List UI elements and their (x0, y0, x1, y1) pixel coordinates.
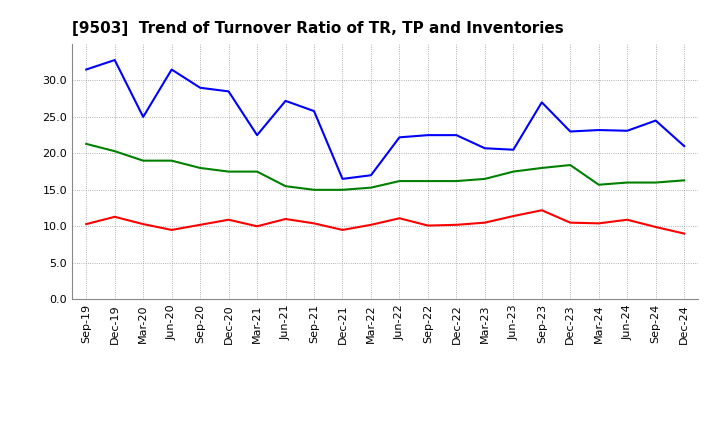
Inventories (423, 179, 432, 184)
Inventories (595, 182, 603, 187)
Trade Receivables (253, 224, 261, 229)
Trade Receivables (537, 208, 546, 213)
Inventories (480, 176, 489, 182)
Line: Trade Payables: Trade Payables (86, 60, 684, 179)
Trade Receivables (338, 227, 347, 233)
Trade Payables (395, 135, 404, 140)
Trade Receivables (452, 222, 461, 227)
Trade Receivables (139, 221, 148, 227)
Trade Payables (366, 172, 375, 178)
Inventories (282, 183, 290, 189)
Inventories (196, 165, 204, 171)
Trade Receivables (310, 221, 318, 226)
Trade Payables (652, 118, 660, 123)
Inventories (452, 179, 461, 184)
Trade Payables (452, 132, 461, 138)
Trade Payables (282, 98, 290, 103)
Inventories (167, 158, 176, 163)
Trade Payables (595, 128, 603, 133)
Trade Receivables (225, 217, 233, 222)
Trade Payables (566, 129, 575, 134)
Line: Trade Receivables: Trade Receivables (86, 210, 684, 234)
Trade Receivables (282, 216, 290, 222)
Text: [9503]  Trend of Turnover Ratio of TR, TP and Inventories: [9503] Trend of Turnover Ratio of TR, TP… (72, 21, 564, 36)
Inventories (623, 180, 631, 185)
Trade Receivables (595, 221, 603, 226)
Trade Payables (423, 132, 432, 138)
Trade Receivables (82, 221, 91, 227)
Trade Payables (139, 114, 148, 120)
Trade Payables (623, 128, 631, 133)
Inventories (139, 158, 148, 163)
Trade Receivables (509, 213, 518, 219)
Trade Receivables (167, 227, 176, 233)
Inventories (537, 165, 546, 171)
Trade Payables (680, 143, 688, 149)
Inventories (680, 178, 688, 183)
Trade Receivables (480, 220, 489, 225)
Inventories (395, 179, 404, 184)
Trade Payables (167, 67, 176, 72)
Trade Payables (310, 108, 318, 114)
Trade Payables (225, 89, 233, 94)
Inventories (225, 169, 233, 174)
Trade Receivables (366, 222, 375, 227)
Inventories (253, 169, 261, 174)
Trade Receivables (395, 216, 404, 221)
Inventories (566, 162, 575, 168)
Trade Payables (338, 176, 347, 182)
Trade Receivables (110, 214, 119, 220)
Line: Inventories: Inventories (86, 144, 684, 190)
Trade Payables (253, 132, 261, 138)
Trade Payables (196, 85, 204, 90)
Trade Receivables (652, 224, 660, 230)
Trade Receivables (680, 231, 688, 236)
Inventories (652, 180, 660, 185)
Inventories (366, 185, 375, 190)
Trade Payables (537, 100, 546, 105)
Trade Receivables (566, 220, 575, 225)
Trade Receivables (623, 217, 631, 222)
Legend: Trade Receivables, Trade Payables, Inventories: Trade Receivables, Trade Payables, Inven… (164, 438, 606, 440)
Trade Receivables (423, 223, 432, 228)
Inventories (110, 149, 119, 154)
Trade Payables (82, 67, 91, 72)
Trade Payables (480, 146, 489, 151)
Trade Receivables (196, 222, 204, 227)
Inventories (338, 187, 347, 192)
Inventories (82, 141, 91, 147)
Trade Payables (509, 147, 518, 152)
Inventories (509, 169, 518, 174)
Trade Payables (110, 57, 119, 62)
Inventories (310, 187, 318, 192)
